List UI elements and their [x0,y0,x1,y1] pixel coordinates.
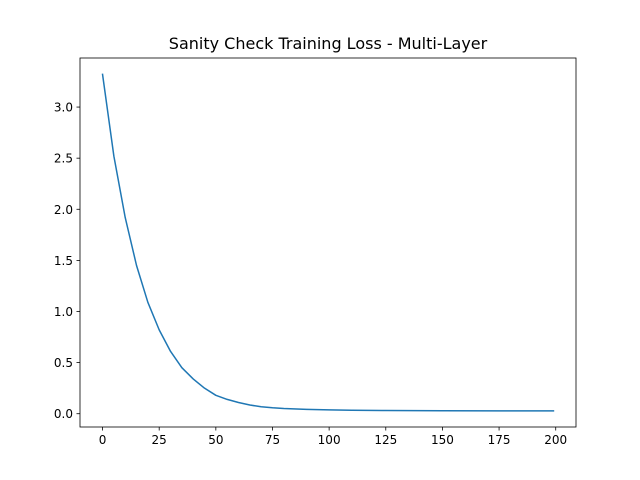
y-tick-label: 2.0 [54,203,73,217]
y-tick-label: 0.0 [54,407,73,421]
y-tick-label: 1.0 [54,305,73,319]
x-tick-label: 125 [374,433,397,447]
y-tick-label: 0.5 [54,356,73,370]
x-tick-label: 175 [488,433,511,447]
x-tick-label: 100 [318,433,341,447]
loss-series-line-0 [101,73,555,412]
x-tick-label: 150 [431,433,454,447]
plot-area: 0 25 50 75 100 125 150 175 200 0.0 0.5 1.0 1.5 2.0 2.5… [54,57,577,447]
x-tick-label: 0 [99,433,107,447]
x-tick-label: 50 [208,433,223,447]
axes-frame [79,57,577,428]
x-tick-label: 75 [265,433,280,447]
x-tick-label: 25 [152,433,167,447]
chart-title: Sanity Check Training Loss - Multi-Layer [169,34,488,53]
x-tick-label: 200 [544,433,567,447]
y-tick-label: 1.5 [54,254,73,268]
y-tick-label: 2.5 [54,152,73,166]
y-tick-label: 3.0 [54,101,73,115]
